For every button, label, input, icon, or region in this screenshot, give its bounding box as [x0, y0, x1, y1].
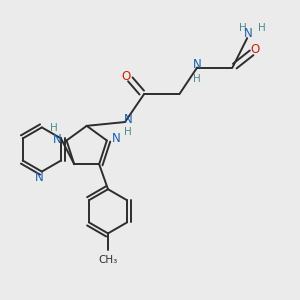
Text: N: N: [53, 133, 62, 146]
Text: H: H: [239, 23, 247, 33]
Text: O: O: [122, 70, 131, 83]
Text: N: N: [34, 171, 43, 184]
Text: H: H: [193, 74, 201, 84]
Text: N: N: [193, 58, 202, 71]
Text: O: O: [250, 44, 259, 56]
Text: H: H: [50, 123, 58, 133]
Text: H: H: [258, 23, 266, 33]
Text: CH₃: CH₃: [98, 255, 118, 265]
Text: N: N: [243, 27, 252, 40]
Text: N: N: [112, 132, 121, 145]
Text: H: H: [124, 127, 132, 137]
Text: N: N: [124, 112, 132, 126]
